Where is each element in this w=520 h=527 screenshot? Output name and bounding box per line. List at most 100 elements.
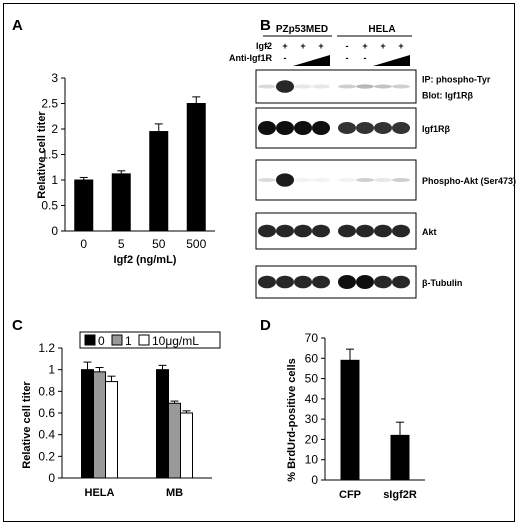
chart-a-ylabel: Relative cell titer	[36, 111, 48, 199]
chart-c-ylabel: Relative cell titer	[21, 381, 33, 469]
band	[338, 84, 356, 89]
band	[338, 275, 356, 289]
band-label: IP: phospho-Tyr	[422, 75, 491, 85]
bar	[81, 369, 94, 479]
band-label: Blot: Igf1Rβ	[422, 91, 473, 101]
band	[312, 224, 330, 238]
band	[258, 121, 276, 135]
band	[392, 275, 410, 289]
x-tick-label: 500	[186, 237, 206, 251]
band	[374, 224, 392, 238]
bar	[74, 179, 94, 232]
y-tick-label: 20	[305, 432, 319, 446]
band	[338, 224, 356, 238]
band	[374, 178, 392, 182]
bar	[186, 103, 206, 232]
dose-triangle	[373, 55, 410, 66]
chart-d: % BrdUrd-positive cells 0 10 20 30 40 50 60 70 C…	[286, 331, 425, 501]
igf2-sign: -	[346, 41, 349, 51]
bar	[105, 381, 118, 479]
cell-line-pzp53med: PZp53MED	[276, 24, 328, 35]
x-tick-label: HELA	[85, 487, 115, 499]
band	[294, 178, 312, 182]
band	[356, 275, 374, 289]
chart-a-xlabel: Igf2 (ng/mL)	[114, 254, 177, 266]
band	[338, 178, 356, 182]
y-tick-label: 1	[48, 363, 55, 377]
band	[294, 84, 312, 89]
y-tick-label: 0	[51, 224, 58, 238]
band	[276, 80, 294, 93]
y-tick-label: 2	[51, 122, 58, 136]
bar	[93, 371, 106, 479]
legend-swatch	[111, 334, 123, 346]
igf2-sign: +	[318, 41, 323, 51]
y-tick-label: 50	[305, 372, 319, 386]
row-label-igf2: Igf2	[256, 41, 272, 51]
igf2-sign: +	[380, 41, 385, 51]
bar	[390, 434, 410, 481]
y-tick-label: 0.5	[41, 199, 58, 213]
anti-sign: -	[346, 53, 349, 63]
panel-label-c: C	[12, 317, 23, 334]
legend-entry: 1	[125, 334, 132, 348]
y-tick-label: 1.5	[41, 148, 58, 162]
band	[338, 122, 356, 134]
y-tick-label: 0.6	[38, 406, 55, 420]
band-label: Akt	[422, 227, 437, 237]
band	[374, 84, 392, 89]
band	[392, 84, 410, 89]
y-tick-label: 0.2	[38, 449, 55, 463]
y-tick-label: 40	[305, 392, 319, 406]
band	[356, 178, 374, 182]
y-tick-label: 10	[305, 453, 319, 467]
panel-label-d: D	[260, 317, 271, 334]
band	[374, 275, 392, 289]
bar	[156, 369, 169, 479]
band	[276, 224, 294, 238]
igf2-sign: +	[398, 41, 403, 51]
band	[392, 224, 410, 238]
y-tick-label: 2.5	[41, 97, 58, 111]
legend-entry: 10μg/mL	[152, 334, 199, 348]
y-tick-label: 1.2	[38, 341, 55, 355]
x-tick-label: sIgf2R	[383, 489, 417, 501]
band	[356, 84, 374, 89]
x-tick-label: 50	[152, 237, 166, 251]
band	[258, 178, 276, 182]
band	[392, 178, 410, 182]
band	[294, 121, 312, 135]
band	[312, 121, 330, 135]
panel-label-b: B	[260, 17, 271, 34]
anti-sign: -	[284, 53, 287, 63]
band-label: β-Tubulin	[422, 278, 462, 288]
legend-swatch	[138, 334, 150, 346]
x-tick-label: 0	[80, 237, 87, 251]
bar	[111, 173, 131, 232]
chart-d-ylabel: % BrdUrd-positive cells	[286, 358, 298, 481]
legend-entry: 0	[98, 334, 105, 348]
band	[312, 84, 330, 89]
band	[276, 121, 294, 135]
anti-sign: -	[364, 53, 367, 63]
y-tick-label: 0.8	[38, 384, 55, 398]
y-tick-label: 0	[311, 473, 318, 487]
y-tick-label: 1	[51, 173, 58, 187]
y-tick-label: 0.4	[38, 428, 55, 442]
band-label: Phospho-Akt (Ser473)	[422, 176, 516, 186]
dose-triangle	[293, 55, 330, 66]
chart-c: Relative cell titer 0 0.2 0.4 0.6 0.8 1 1.2 HEL…	[21, 331, 221, 499]
y-tick-label: 70	[305, 331, 319, 345]
x-tick-label: MB	[166, 487, 183, 499]
chart-a: Relative cell titer Igf2 (ng/mL) 0 0.5 1 1.…	[36, 71, 215, 266]
band	[294, 275, 312, 289]
cell-line-hela: HELA	[368, 24, 395, 35]
band	[258, 224, 276, 238]
x-tick-label: CFP	[339, 489, 361, 501]
band	[392, 122, 410, 134]
band	[374, 122, 392, 134]
igf2-sign: +	[362, 41, 367, 51]
band	[276, 173, 294, 187]
band	[276, 275, 294, 289]
